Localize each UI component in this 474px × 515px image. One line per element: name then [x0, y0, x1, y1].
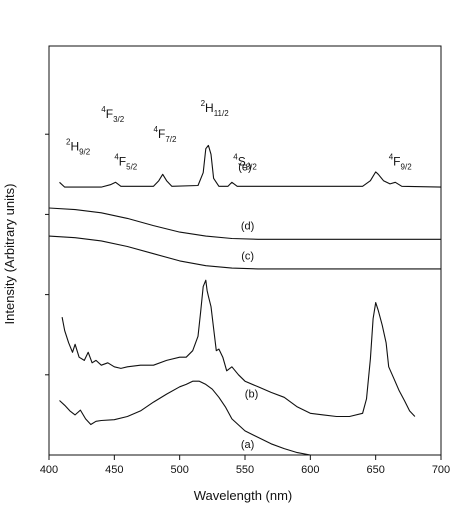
- x-tick-label: 400: [40, 464, 58, 476]
- series-label-a: (a): [241, 439, 254, 451]
- series-line-b: [61, 279, 416, 418]
- x-tick-label: 700: [432, 464, 450, 476]
- series-label-e: (e): [238, 161, 251, 173]
- energy-level-label: 4F5/2: [114, 152, 137, 171]
- x-tick-label: 450: [105, 464, 123, 476]
- series-label-b: (b): [245, 388, 258, 400]
- series-label-c: (c): [241, 250, 254, 262]
- x-tick-label: 600: [301, 464, 319, 476]
- spectra-series: [48, 144, 442, 456]
- energy-level-label: 4F7/2: [154, 125, 177, 144]
- series-line-c: [48, 235, 441, 270]
- energy-level-label: 4S3/2: [233, 152, 257, 171]
- energy-level-label: 2H9/2: [66, 137, 91, 156]
- series-line-e: [59, 144, 442, 188]
- y-axis-label: Intensity (Arbitrary units): [2, 184, 17, 325]
- energy-level-annotations: 2H9/2 4F3/2 4F5/2 4F7/2 2H11/2 4S3/2 4F9/2: [66, 99, 412, 172]
- energy-level-label: 4F9/2: [389, 152, 412, 171]
- x-axis-ticks: 400 450 500 550 600 650 700: [40, 455, 450, 476]
- x-axis-label: Wavelength (nm): [194, 488, 293, 503]
- x-tick-label: 650: [366, 464, 384, 476]
- x-tick-label: 500: [170, 464, 188, 476]
- x-tick-label: 550: [236, 464, 254, 476]
- series-label-d: (d): [241, 221, 254, 233]
- energy-level-label: 2H11/2: [201, 99, 230, 118]
- series-line-a: [59, 380, 311, 456]
- energy-level-label: 4F3/2: [101, 105, 124, 124]
- y-axis-ticks: [45, 133, 49, 376]
- series-labels: (e) (d) (c) (b) (a): [238, 161, 258, 450]
- series-line-d: [48, 207, 441, 240]
